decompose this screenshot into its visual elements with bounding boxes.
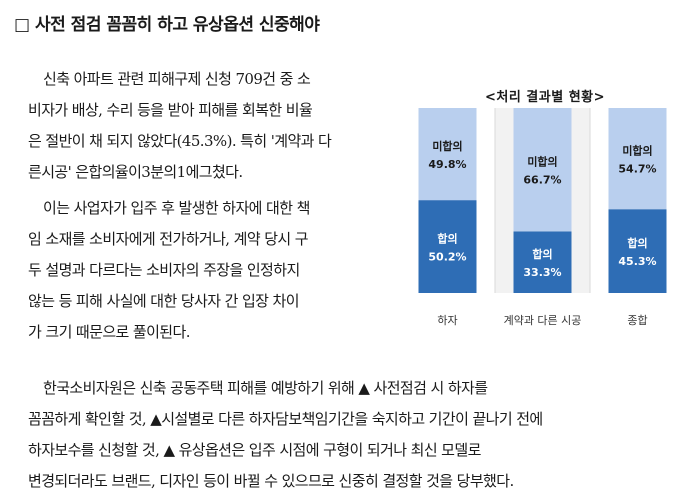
result-chart: 합의 50.2% 미합의 49.8% 합의 33.3% 미합의 66.7% 합의 45.3% 미합의… [418, 108, 667, 327]
paragraph-line: 신축 아파트 관련 피해구제 신청 709건 중 소 [43, 70, 311, 88]
paragraph-line: 두 설명과 다르다는 소비자의 주장을 인정하지 [28, 261, 300, 279]
paragraph-line: 한국소비자원은 신축 공동주택 피해를 예방하기 위해 ▲ 사전점검 시 하자를 [43, 379, 488, 397]
paragraph-line: 변경되더라도 브랜드, 디자인 등이 바뀔 수 있으므로 신중히 결정할 것을 … [28, 472, 514, 490]
intro-paragraph: 신축 아파트 관련 피해구제 신청 709건 중 소 비자가 배상, 수리 등을… [28, 64, 404, 188]
paragraph-line: 은 절반이 채 되지 않았다(45.3%). 특히 '계약과 다 [28, 132, 332, 150]
paragraph-line: 않는 등 피해 사실에 대한 당사자 간 입장 차이 [28, 292, 300, 310]
bar-series-label: 미합의 [527, 155, 557, 169]
bar-value-label: 66.7% [523, 174, 561, 187]
chart-x-ticks: 하자 계약과 다른 시공 종합 [437, 313, 647, 327]
bar-agreed [418, 200, 477, 293]
x-tick-label: 하자 [437, 313, 457, 327]
paragraph-line: 꼼꼼하게 확인할 것, ▲시설별로 다른 하자담보책임기간을 숙지하고 기간이 … [28, 410, 543, 428]
bar-agreed [513, 231, 572, 293]
chart-bars [418, 108, 667, 293]
bar-value-label: 54.7% [618, 163, 656, 176]
section-heading: □ 사전 점검 꼼꼼히 하고 유상옵션 신중해야 [14, 15, 320, 35]
bar-value-label: 33.3% [523, 266, 561, 279]
bar-value-label: 45.3% [618, 255, 656, 268]
paragraph-line: 른시공' 은합의율이3분의1에그쳤다. [28, 163, 243, 181]
chart-title: <처리 결과별 현황> [484, 90, 606, 105]
bar-series-label: 합의 [532, 247, 552, 261]
recommendation-paragraph: 한국소비자원은 신축 공동주택 피해를 예방하기 위해 ▲ 사전점검 시 하자를… [28, 373, 683, 497]
bar-not-agreed [608, 108, 667, 210]
paragraph-line: 하자보수를 신청할 것, ▲ 유상옵션은 입주 시점에 구형이 되거나 최신 모… [28, 441, 481, 459]
reason-paragraph: 이는 사업자가 입주 후 발생한 하자에 대한 책 임 소재를 소비자에게 전가… [28, 193, 404, 348]
paragraph-line: 이는 사업자가 입주 후 발생한 하자에 대한 책 [43, 199, 310, 217]
bar-value-label: 49.8% [428, 158, 466, 171]
bar-series-label: 합의 [627, 236, 647, 250]
paragraph-line: 비자가 배상, 수리 등을 받아 피해를 회복한 비율 [28, 101, 313, 119]
x-tick-label: 계약과 다른 시공 [504, 313, 582, 327]
chart-labels: 합의 50.2% 미합의 49.8% 합의 33.3% 미합의 66.7% 합의 45.3% 미합의… [428, 139, 656, 279]
bar-not-agreed [513, 108, 572, 232]
x-tick-label: 종합 [627, 314, 647, 327]
paragraph-line: 가 크기 때문으로 풀이된다. [28, 323, 190, 341]
bar-series-label: 미합의 [622, 144, 652, 158]
paragraph-line: 임 소재를 소비자에게 전가하거나, 계약 당시 구 [28, 230, 309, 248]
bar-value-label: 50.2% [428, 251, 466, 264]
bar-series-label: 합의 [437, 232, 457, 246]
bar-agreed [608, 209, 667, 293]
bar-series-label: 미합의 [432, 139, 462, 153]
bar-not-agreed [418, 108, 477, 201]
